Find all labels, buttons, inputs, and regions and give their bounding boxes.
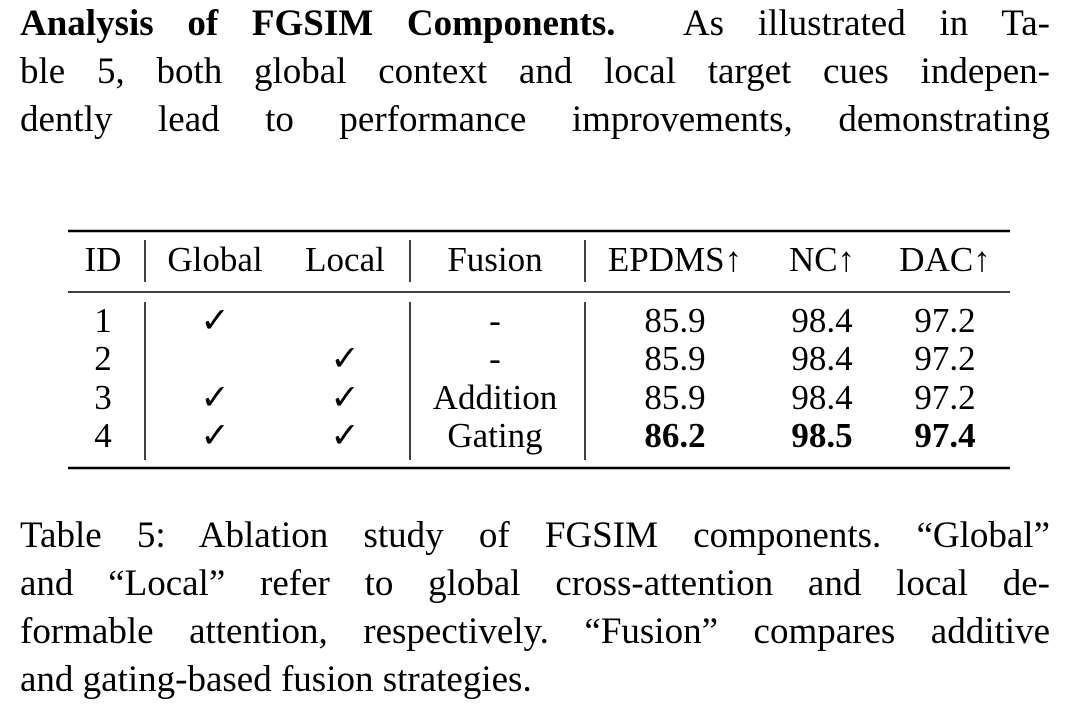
table-cell: ✓ xyxy=(200,301,230,340)
table-cell: 85.9 xyxy=(644,301,706,340)
caption-line: formable attention, respectively. “Fusio… xyxy=(20,611,1050,652)
table-cell: - xyxy=(489,301,501,340)
table-cell: 2 xyxy=(94,339,112,378)
header-cell: DAC↑ xyxy=(899,240,991,279)
table-cell: 97.4 xyxy=(914,416,976,455)
table-cell: 97.2 xyxy=(914,378,976,417)
table-cell: 98.4 xyxy=(791,339,853,378)
header-cell: Fusion xyxy=(447,240,543,279)
caption-line: and gating-based fusion strategies. xyxy=(20,659,532,700)
table-cell: 86.2 xyxy=(644,416,706,455)
table-cell: 98.4 xyxy=(791,301,853,340)
table-cell: 3 xyxy=(94,378,112,417)
table-cell: ✓ xyxy=(330,416,360,455)
table-cell: - xyxy=(489,339,501,378)
table-cell: ✓ xyxy=(200,416,230,455)
table-cell: 97.2 xyxy=(914,301,976,340)
table-cell: ✓ xyxy=(330,339,360,378)
caption-line: and “Local” refer to global cross-attent… xyxy=(20,563,1050,604)
paragraph-heading: Analysis of FGSIM Components. xyxy=(20,3,616,44)
table-cell: 98.5 xyxy=(791,416,853,455)
paragraph-line: Analysis of FGSIM Components. As illustr… xyxy=(20,0,1050,48)
caption-line: Table 5: Ablation study of FGSIM compone… xyxy=(20,515,1050,556)
table-cell: ✓ xyxy=(200,378,230,417)
paragraph-line: ble 5, both global context and local tar… xyxy=(20,51,1050,92)
column-separators xyxy=(144,240,586,460)
header-cell: Local xyxy=(305,240,385,279)
header-cell: NC↑ xyxy=(788,240,856,279)
table-cell: 1 xyxy=(94,301,112,340)
paragraph-text: As illustrated in Ta- xyxy=(682,3,1050,44)
table-cell: 85.9 xyxy=(644,378,706,417)
table-cell: 97.2 xyxy=(914,339,976,378)
header-cell: ID xyxy=(84,240,122,279)
paragraph-line: dently lead to performance improvements,… xyxy=(20,99,1050,140)
table-cell: ✓ xyxy=(330,378,360,417)
header-cell: EPDMS↑ xyxy=(607,240,743,279)
table-cell: 98.4 xyxy=(791,378,853,417)
table-cell: Addition xyxy=(432,378,558,417)
table-cell: 4 xyxy=(94,416,112,455)
header-cell: Global xyxy=(167,240,263,279)
table-cell: 85.9 xyxy=(644,339,706,378)
table-cell: Gating xyxy=(447,416,543,455)
